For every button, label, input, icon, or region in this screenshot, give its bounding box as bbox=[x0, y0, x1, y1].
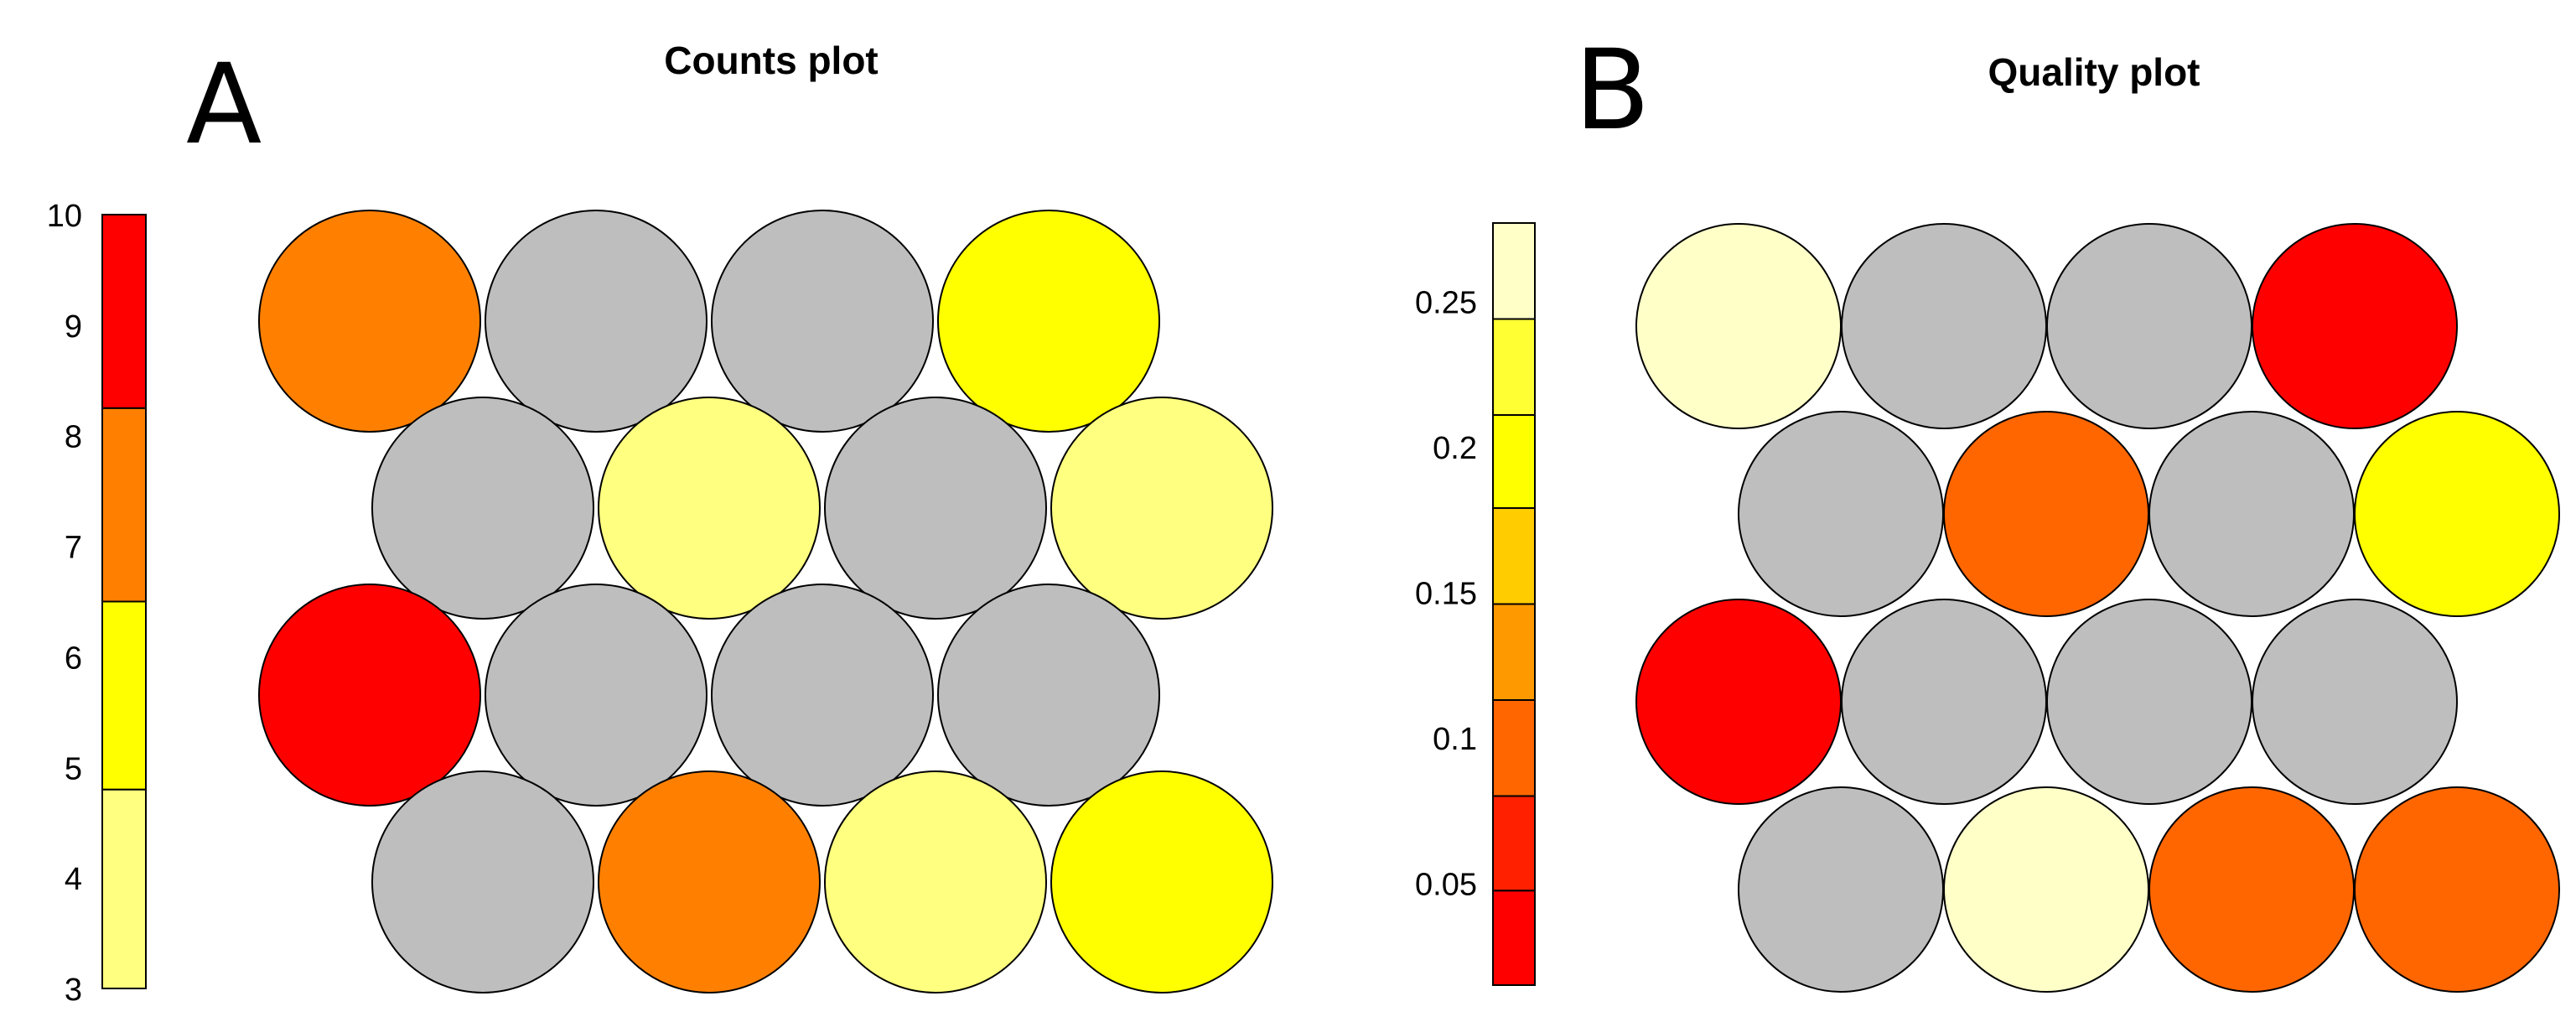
quality-cell-r1-c1 bbox=[1943, 411, 2149, 617]
quality-colorbar-tick-label: 0.05 bbox=[1415, 868, 1477, 903]
panel-a-letter: A bbox=[186, 40, 262, 169]
counts-plot-title: Counts plot bbox=[664, 39, 879, 82]
panel-b: B Quality plot 0.05 0.1 0.15 0.2 0.25 bbox=[1415, 26, 2560, 993]
quality-colorbar-tick-label: 0.15 bbox=[1415, 577, 1477, 612]
quality-cell-r2-c1 bbox=[1841, 599, 2047, 805]
counts-cell-r1-c3 bbox=[1050, 397, 1273, 620]
counts-colorbar-bin-2 bbox=[101, 407, 147, 603]
quality-colorbar-tick-label: 0.2 bbox=[1433, 431, 1477, 466]
counts-cell-r2-c1 bbox=[485, 584, 707, 807]
counts-colorbar-bin-1 bbox=[101, 600, 147, 791]
quality-colorbar-bin-4 bbox=[1492, 507, 1536, 605]
quality-cell-r3-c1 bbox=[1943, 786, 2149, 993]
quality-colorbar-tick-label: 0.1 bbox=[1433, 722, 1477, 757]
quality-plot-title: Quality plot bbox=[1988, 50, 2200, 94]
quality-colorbar-bin-0 bbox=[1492, 890, 1536, 986]
counts-colorbar-tick-label: 5 bbox=[65, 751, 82, 786]
counts-colorbar-tick-label: 7 bbox=[65, 531, 82, 566]
counts-colorbar-tick-label: 10 bbox=[47, 199, 82, 234]
counts-cell-r3-c2 bbox=[824, 770, 1047, 993]
quality-colorbar-tick-label: 0.25 bbox=[1415, 286, 1477, 321]
counts-cell-r2-c0 bbox=[258, 584, 481, 807]
counts-cell-r2-c3 bbox=[937, 584, 1160, 807]
counts-colorbar-tick-label: 8 bbox=[65, 420, 82, 455]
counts-colorbar-bin-3 bbox=[101, 214, 147, 409]
quality-cell-r2-c3 bbox=[2252, 599, 2458, 805]
quality-cell-r2-c2 bbox=[2046, 599, 2252, 805]
counts-cell-r0-c2 bbox=[711, 210, 934, 433]
quality-colorbar-bin-5 bbox=[1492, 413, 1536, 510]
counts-cell-r3-c0 bbox=[371, 770, 594, 993]
counts-cell-r0-c0 bbox=[258, 210, 481, 433]
quality-cell-r1-c2 bbox=[2148, 411, 2355, 617]
quality-colorbar-bin-2 bbox=[1492, 698, 1536, 797]
counts-colorbar-tick-label: 4 bbox=[65, 862, 82, 897]
quality-cell-r2-c0 bbox=[1635, 599, 1842, 805]
counts-cell-r1-c2 bbox=[824, 397, 1047, 620]
counts-cell-r3-c3 bbox=[1050, 770, 1273, 993]
quality-cell-r3-c3 bbox=[2354, 786, 2560, 993]
counts-colorbar-tick-label: 6 bbox=[65, 641, 82, 676]
quality-colorbar-bin-1 bbox=[1492, 795, 1536, 892]
quality-cell-r0-c2 bbox=[2046, 223, 2252, 429]
counts-colorbar-bin-0 bbox=[101, 788, 147, 990]
quality-colorbar: 0.05 0.1 0.15 0.2 0.25 bbox=[1415, 222, 1536, 986]
quality-cells bbox=[1635, 223, 2560, 993]
counts-colorbar-tick-label: 3 bbox=[65, 973, 82, 1008]
panel-b-letter: B bbox=[1574, 26, 1651, 155]
panel-a: A Counts plot 3 4 5 6 7 8 9 10 bbox=[47, 39, 1273, 1008]
counts-cell-r3-c1 bbox=[598, 770, 821, 993]
quality-colorbar-bin-3 bbox=[1492, 603, 1536, 701]
counts-cell-r0-c3 bbox=[937, 210, 1160, 433]
quality-cell-r0-c0 bbox=[1635, 223, 1842, 429]
counts-cell-r0-c1 bbox=[485, 210, 707, 433]
quality-cell-r1-c3 bbox=[2354, 411, 2560, 617]
counts-colorbar: 3 4 5 6 7 8 9 10 bbox=[47, 199, 147, 1008]
counts-colorbar-tick-label: 9 bbox=[65, 309, 82, 345]
quality-cell-r1-c0 bbox=[1738, 411, 1944, 617]
counts-cell-r1-c1 bbox=[598, 397, 821, 620]
counts-cell-r1-c0 bbox=[371, 397, 594, 620]
quality-colorbar-bin-7 bbox=[1492, 222, 1536, 320]
quality-colorbar-bin-6 bbox=[1492, 318, 1536, 416]
quality-cell-r0-c3 bbox=[2252, 223, 2458, 429]
quality-cell-r3-c2 bbox=[2148, 786, 2355, 993]
quality-cell-r0-c1 bbox=[1841, 223, 2047, 429]
quality-cell-r3-c0 bbox=[1738, 786, 1944, 993]
counts-cells bbox=[258, 210, 1273, 993]
counts-cell-r2-c2 bbox=[711, 584, 934, 807]
